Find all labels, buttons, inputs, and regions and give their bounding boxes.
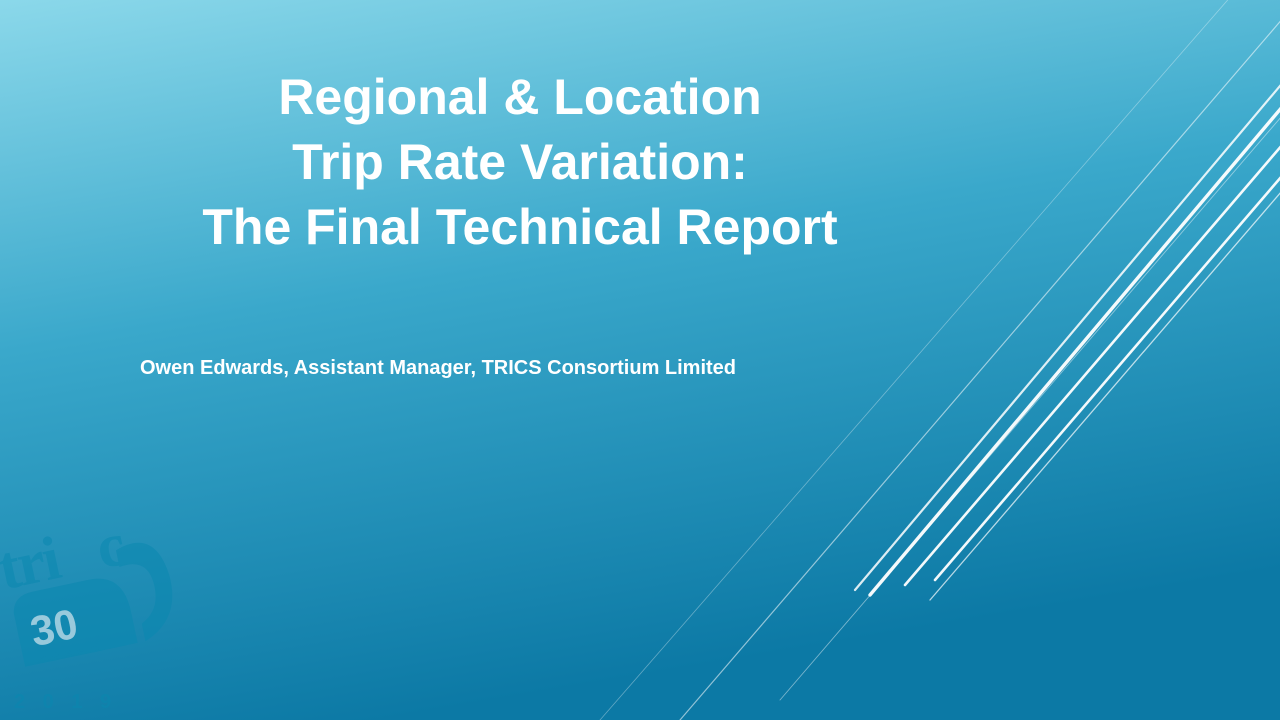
trics-logo: tri c 30 YEARS 2 0 1 9 bbox=[0, 490, 220, 720]
title-line-2: Trip Rate Variation: bbox=[80, 130, 960, 195]
title-line-1: Regional & Location bbox=[80, 65, 960, 130]
slide-subtitle: Owen Edwards, Assistant Manager, TRICS C… bbox=[140, 357, 736, 380]
title-line-3: The Final Technical Report bbox=[80, 195, 960, 260]
logo-year: 2 0 1 9 bbox=[14, 691, 117, 713]
slide-title: Regional & Location Trip Rate Variation:… bbox=[80, 65, 960, 260]
slide: Regional & Location Trip Rate Variation:… bbox=[0, 0, 1280, 720]
